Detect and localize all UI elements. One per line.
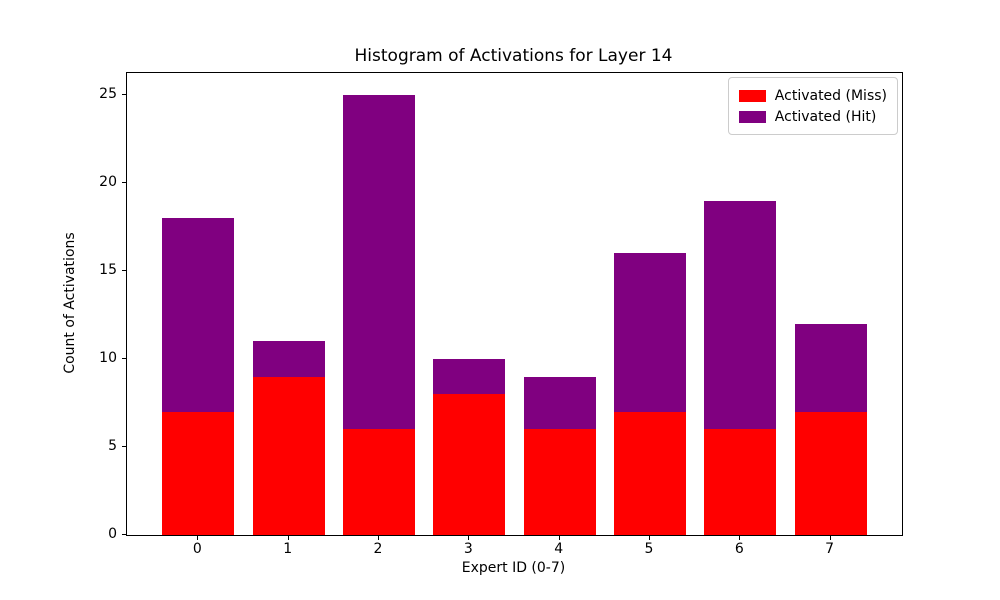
bars-layer bbox=[127, 73, 902, 535]
x-tick-label-7: 7 bbox=[825, 541, 835, 557]
y-tick-label-10: 10 bbox=[99, 350, 117, 366]
legend-swatch-hit bbox=[738, 110, 766, 123]
x-tick-mark bbox=[739, 536, 741, 540]
x-tick-mark bbox=[468, 536, 470, 540]
x-tick-label-1: 1 bbox=[283, 541, 293, 557]
x-tick-mark bbox=[829, 536, 831, 540]
legend: Activated (Miss) Activated (Hit) bbox=[727, 77, 898, 135]
bar-0-hit-segment bbox=[162, 218, 235, 412]
bar-2-miss-segment bbox=[342, 429, 416, 535]
bar-2-hit-segment bbox=[342, 95, 416, 430]
x-tick-mark bbox=[558, 536, 560, 540]
y-tick-label-20: 20 bbox=[99, 174, 117, 190]
y-tick-mark bbox=[122, 182, 126, 183]
x-axis-label: Expert ID (0-7) bbox=[461, 560, 566, 576]
x-tick-label-4: 4 bbox=[554, 541, 564, 557]
legend-label-miss: Activated (Miss) bbox=[774, 87, 887, 104]
x-tick-label-3: 3 bbox=[463, 541, 473, 557]
x-tick-label-6: 6 bbox=[734, 541, 744, 557]
bar-7-miss-segment bbox=[794, 411, 867, 535]
y-tick-label-0: 0 bbox=[108, 526, 117, 542]
x-tick-mark bbox=[287, 536, 289, 540]
legend-label-hit: Activated (Hit) bbox=[774, 108, 877, 125]
x-tick-label-0: 0 bbox=[192, 541, 202, 557]
y-tick-mark bbox=[122, 358, 126, 359]
y-tick-label-15: 15 bbox=[99, 262, 117, 278]
bar-5-hit-segment bbox=[613, 253, 687, 412]
chart-title: Histogram of Activations for Layer 14 bbox=[354, 46, 673, 66]
legend-entry-miss: Activated (Miss) bbox=[738, 85, 887, 106]
bar-7-hit-segment bbox=[794, 323, 867, 412]
y-tick-mark bbox=[122, 446, 126, 447]
y-tick-label-5: 5 bbox=[108, 438, 117, 454]
y-tick-mark bbox=[122, 94, 126, 95]
y-tick-mark bbox=[122, 534, 126, 535]
bar-6-hit-segment bbox=[704, 200, 777, 430]
bar-5-miss-segment bbox=[613, 411, 687, 535]
plot-area: Activated (Miss) Activated (Hit) bbox=[126, 72, 903, 536]
y-tick-mark bbox=[122, 270, 126, 271]
bar-0-miss-segment bbox=[162, 411, 235, 535]
bar-3-hit-segment bbox=[433, 359, 506, 395]
bar-6-miss-segment bbox=[704, 429, 777, 535]
x-tick-label-5: 5 bbox=[644, 541, 654, 557]
legend-entry-hit: Activated (Hit) bbox=[738, 106, 887, 127]
x-tick-mark bbox=[378, 536, 379, 540]
bar-3-miss-segment bbox=[433, 394, 506, 535]
legend-swatch-miss bbox=[738, 89, 766, 102]
x-tick-mark bbox=[648, 536, 650, 540]
bar-4-hit-segment bbox=[523, 376, 596, 430]
bar-4-miss-segment bbox=[523, 429, 596, 535]
y-tick-label-25: 25 bbox=[99, 86, 117, 102]
bar-1-miss-segment bbox=[252, 376, 325, 535]
bar-1-hit-segment bbox=[252, 341, 325, 377]
x-tick-label-2: 2 bbox=[373, 541, 383, 557]
x-tick-mark bbox=[197, 536, 199, 540]
